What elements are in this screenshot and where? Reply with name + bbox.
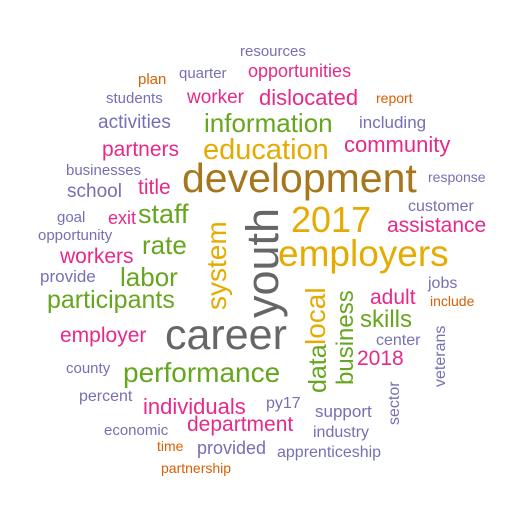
word-including: including xyxy=(359,113,427,132)
word-percent: percent xyxy=(79,388,133,405)
word-industry: industry xyxy=(313,424,370,441)
word-county: county xyxy=(66,360,111,377)
word-time: time xyxy=(157,438,184,454)
word-dislocated: dislocated xyxy=(259,85,359,110)
word-2017: 2017 xyxy=(291,199,372,240)
word-students: students xyxy=(106,90,163,107)
word-development: development xyxy=(182,155,417,201)
word-center: center xyxy=(376,332,421,349)
word-worker: worker xyxy=(187,87,245,108)
word-support: support xyxy=(315,402,372,421)
word-youth: youth xyxy=(237,207,288,318)
word-include: include xyxy=(430,293,475,309)
word-customer: customer xyxy=(408,198,474,215)
word-apprenticeship: apprenticeship xyxy=(277,444,382,461)
word-school: school xyxy=(67,181,122,202)
word-quarter: quarter xyxy=(179,65,227,82)
word-assistance: assistance xyxy=(387,214,487,237)
word-system: system xyxy=(201,221,232,310)
word-sector: sector xyxy=(386,381,403,425)
word-businesses: businesses xyxy=(66,162,142,179)
word-veterans: veterans xyxy=(432,325,449,387)
word-resources: resources xyxy=(240,43,306,60)
word-exit: exit xyxy=(108,208,137,228)
word-provided: provided xyxy=(197,438,267,458)
word-employers: employers xyxy=(278,233,449,274)
word-partners: partners xyxy=(102,138,180,161)
word-plan: plan xyxy=(138,71,167,88)
word-activities: activities xyxy=(98,112,171,133)
word-py17: py17 xyxy=(266,395,301,412)
word-local: local xyxy=(300,287,331,345)
word-report: report xyxy=(376,90,413,106)
word-title: title xyxy=(138,176,171,199)
word-employer: employer xyxy=(60,324,147,347)
word-individuals: individuals xyxy=(143,394,246,419)
word-jobs: jobs xyxy=(428,275,458,292)
word-partnership: partnership xyxy=(161,460,232,476)
word-opportunity: opportunity xyxy=(38,227,113,244)
word-labor: labor xyxy=(120,262,178,292)
word-adult: adult xyxy=(370,286,416,309)
word-staff: staff xyxy=(138,199,189,229)
word-performance: performance xyxy=(123,357,281,388)
word-career: career xyxy=(165,311,287,359)
word-information: information xyxy=(204,108,333,138)
word-goal: goal xyxy=(57,209,86,226)
word-opportunities: opportunities xyxy=(248,61,352,81)
word-data: data xyxy=(304,344,332,393)
word-department: department xyxy=(187,413,294,436)
word-participants: participants xyxy=(47,286,175,314)
word-business: business xyxy=(332,290,359,385)
word-rate: rate xyxy=(142,230,187,260)
word-provide: provide xyxy=(40,267,96,286)
word-community: community xyxy=(344,132,451,157)
word-response: response xyxy=(428,169,486,185)
word-skills: skills xyxy=(360,306,412,333)
word-2018: 2018 xyxy=(357,347,404,370)
word-workers: workers xyxy=(60,245,134,268)
word-economic: economic xyxy=(104,422,169,439)
word-education: education xyxy=(203,134,329,166)
